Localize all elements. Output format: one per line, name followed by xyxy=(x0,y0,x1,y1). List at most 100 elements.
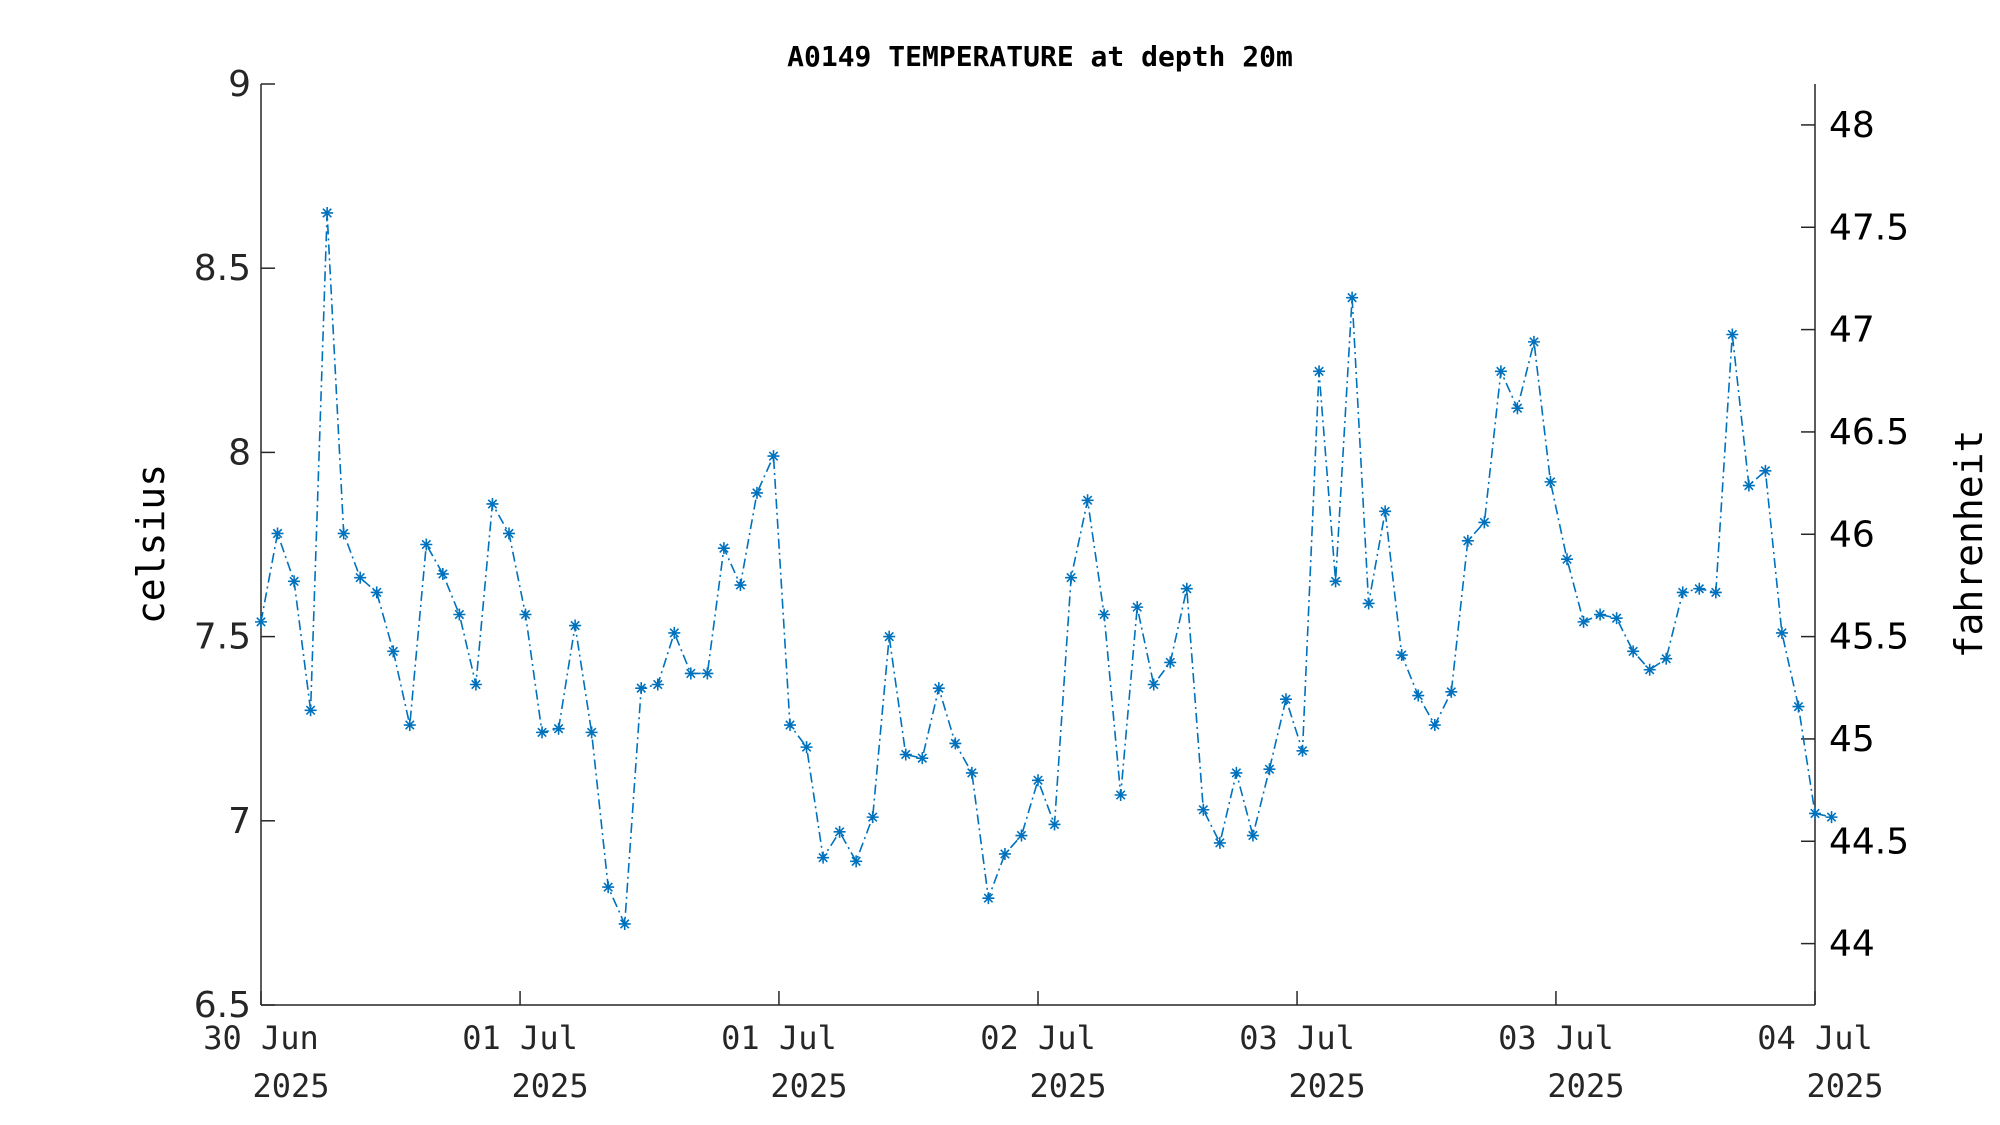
data-point xyxy=(453,608,466,621)
data-point xyxy=(1395,649,1408,662)
data-point xyxy=(866,811,879,824)
data-point xyxy=(569,619,582,632)
data-point xyxy=(1313,365,1326,378)
data-point xyxy=(321,206,334,219)
data-point xyxy=(536,726,549,739)
data-point xyxy=(1594,608,1607,621)
data-point xyxy=(1032,774,1044,787)
data-point xyxy=(420,538,433,551)
data-point xyxy=(1461,534,1474,547)
data-point xyxy=(1279,693,1292,706)
data-point xyxy=(1296,744,1309,757)
data-point xyxy=(1643,663,1656,676)
data-point xyxy=(1709,586,1722,599)
data-point xyxy=(1098,608,1111,621)
data-point xyxy=(354,571,367,584)
x-tick-year-label: 2025 xyxy=(252,1067,329,1105)
data-point xyxy=(1362,597,1375,610)
data-point xyxy=(255,615,267,628)
data-point xyxy=(436,567,449,580)
x-tick-label: 01 Jul xyxy=(462,1019,578,1057)
data-point xyxy=(899,748,912,761)
data-point xyxy=(1445,685,1458,698)
x-tick-label: 04 Jul xyxy=(1757,1019,1873,1057)
data-point xyxy=(850,855,863,868)
data-point xyxy=(337,527,350,540)
data-point xyxy=(965,766,978,779)
data-point xyxy=(1346,291,1359,304)
data-point xyxy=(1478,516,1491,529)
data-point xyxy=(1742,479,1755,492)
x-tick-year-label: 2025 xyxy=(1289,1067,1366,1105)
data-point xyxy=(469,678,482,691)
data-point xyxy=(1693,582,1706,595)
data-point xyxy=(651,678,664,691)
right-tick-label: 46.5 xyxy=(1829,412,1909,453)
data-point xyxy=(288,575,301,588)
left-tick-label: 7 xyxy=(228,801,251,842)
data-point xyxy=(1081,494,1094,507)
data-point xyxy=(502,527,515,540)
x-tick-year-label: 2025 xyxy=(512,1067,589,1105)
right-tick-label: 46 xyxy=(1829,514,1875,555)
series-line xyxy=(260,212,1832,925)
data-point xyxy=(1213,836,1226,849)
data-point xyxy=(1329,575,1342,588)
data-point xyxy=(1527,335,1540,348)
data-point xyxy=(602,881,615,894)
y-axis-label: celsius xyxy=(129,464,173,624)
data-point xyxy=(817,851,830,864)
chart-title: A0149 TEMPERATURE at depth 20m xyxy=(787,40,1293,73)
data-point xyxy=(552,722,565,735)
data-point xyxy=(618,917,631,930)
x-tick-label: 03 Jul xyxy=(1498,1019,1614,1057)
data-point xyxy=(750,486,763,499)
data-point xyxy=(1048,818,1061,831)
data-point xyxy=(932,682,945,695)
series-layer xyxy=(255,206,1838,930)
right-tick-label: 45 xyxy=(1829,719,1875,760)
left-tick-label: 8.5 xyxy=(194,248,251,289)
x-tick-label: 02 Jul xyxy=(980,1019,1096,1057)
x-tick-year-label: 2025 xyxy=(1806,1067,1883,1105)
data-point xyxy=(784,719,797,732)
data-point xyxy=(1230,766,1243,779)
data-point xyxy=(1726,328,1739,341)
x-tick-year-label: 2025 xyxy=(1547,1067,1624,1105)
data-point xyxy=(668,626,681,639)
data-point xyxy=(1759,464,1772,477)
data-point xyxy=(982,892,995,905)
data-point xyxy=(1610,612,1623,625)
data-point xyxy=(1775,626,1788,639)
data-point xyxy=(1114,789,1127,802)
right-tick-label: 44.5 xyxy=(1829,821,1909,862)
data-point xyxy=(403,719,416,732)
data-point xyxy=(1494,365,1507,378)
right-tick-label: 48 xyxy=(1829,105,1875,146)
data-point xyxy=(767,450,780,463)
right-tick-label: 47 xyxy=(1829,310,1875,351)
right-tick-label: 44 xyxy=(1829,924,1875,965)
x-ticks: 30 Jun 2025 01 Jul 2025 01 Jul 2025 02 Jul 2025… xyxy=(203,991,1884,1105)
data-point xyxy=(1263,763,1276,776)
left-tick-label: 8 xyxy=(228,432,251,473)
data-point xyxy=(370,586,383,599)
data-point xyxy=(1660,652,1673,665)
data-point xyxy=(1246,829,1259,842)
data-point xyxy=(1379,505,1392,518)
data-point xyxy=(1147,678,1160,691)
left-tick-label: 7.5 xyxy=(194,617,251,658)
data-point xyxy=(271,527,284,540)
data-point xyxy=(1809,807,1821,820)
data-point xyxy=(1676,586,1689,599)
data-point xyxy=(1412,689,1425,702)
y2-axis-label: fahrenheit xyxy=(1947,430,1991,659)
data-point xyxy=(717,542,730,555)
data-point xyxy=(949,737,962,750)
data-point xyxy=(734,579,747,592)
left-tick-label: 6.5 xyxy=(194,985,251,1026)
right-tick-label: 45.5 xyxy=(1829,617,1909,658)
data-point xyxy=(519,608,532,621)
x-tick-year-label: 2025 xyxy=(770,1067,847,1105)
data-point xyxy=(1131,601,1144,614)
